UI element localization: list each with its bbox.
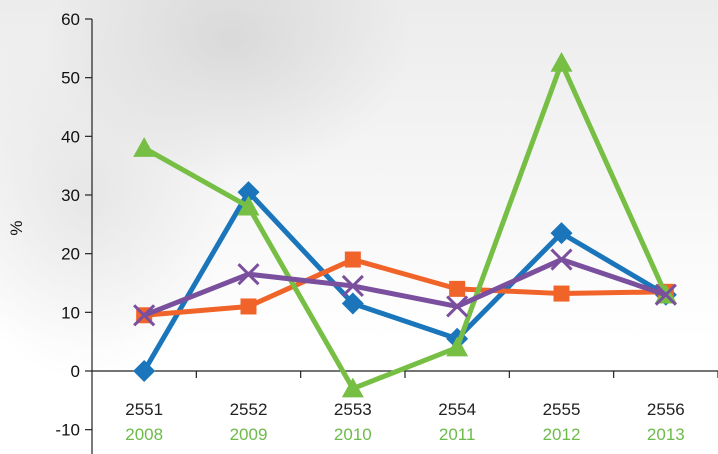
x-tick-label-th: 2556 [647, 400, 685, 419]
data-point-square [344, 251, 361, 268]
data-point-triangle [133, 137, 156, 157]
y-axis-title: % [7, 220, 26, 235]
data-point-square [449, 280, 466, 297]
x-tick-label-en: 2011 [439, 425, 476, 444]
series-line [142, 189, 668, 373]
x-tick-label-en: 2012 [543, 425, 581, 444]
x-tick-label-en: 2009 [230, 425, 268, 444]
series-layer [133, 52, 677, 398]
x-tick-label-th: 2555 [543, 400, 581, 419]
data-point-diamond [341, 292, 364, 315]
series-diamond [133, 181, 677, 382]
axes: -10 0 10 20 30 40 50 60 [55, 10, 718, 454]
data-point-diamond [237, 181, 260, 204]
x-tick-label-th: 2551 [125, 400, 163, 419]
x-tick-label-en: 2010 [334, 425, 372, 444]
y-tick-label: 40 [61, 127, 80, 146]
data-point-x [446, 295, 469, 318]
x-tick-label-en: 2008 [125, 425, 163, 444]
series-x [133, 248, 677, 327]
y-tick-label: 0 [71, 362, 80, 381]
y-tick-label: 10 [61, 303, 80, 322]
data-point-square [240, 298, 257, 315]
x-tick-label-th: 2552 [230, 400, 268, 419]
data-point-triangle [341, 377, 364, 398]
x-stroke [654, 283, 677, 306]
data-point-triangle [446, 336, 469, 357]
data-point-triangle [550, 52, 573, 72]
series-line [143, 257, 666, 318]
y-tick-label: 50 [61, 69, 80, 88]
y-tick-label: -10 [55, 421, 80, 440]
series-line [143, 257, 667, 318]
data-point-diamond [550, 222, 573, 245]
x-tick-label-th: 2554 [438, 400, 476, 419]
x-stroke [237, 263, 260, 286]
data-point-x [133, 304, 156, 327]
data-point-x [237, 263, 260, 286]
data-point-diamond [133, 360, 156, 382]
data-point-x [341, 274, 364, 297]
x-tick-label-th: 2553 [334, 400, 372, 419]
data-point-x [550, 248, 573, 271]
x-tick-label-en: 2013 [647, 425, 685, 444]
series-line [142, 60, 669, 392]
data-point-square [553, 285, 570, 302]
x-stroke [341, 274, 364, 297]
y-tick-label: 60 [61, 10, 80, 29]
labels: 2551 2008 2552 2009 2553 2010 2554 2011 2555 2012… [125, 400, 684, 444]
x-stroke [133, 304, 156, 327]
series-triangle [133, 52, 677, 398]
data-point-x [654, 283, 677, 306]
y-tick-label: 30 [61, 186, 80, 205]
data-point-triangle [237, 195, 260, 216]
y-tick-label: 20 [61, 245, 80, 264]
x-stroke [550, 248, 573, 271]
x-stroke [446, 295, 469, 318]
